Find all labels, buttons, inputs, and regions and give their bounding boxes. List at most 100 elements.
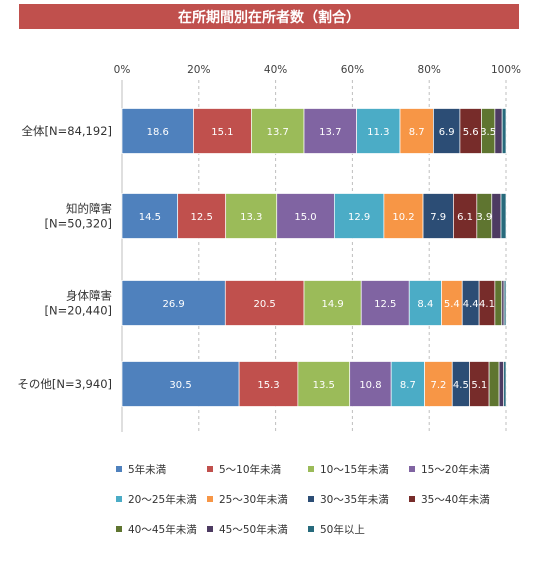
- bar-segment: [334, 193, 385, 239]
- data-label: 18.6: [147, 127, 169, 138]
- bar-segment: [383, 193, 424, 239]
- data-label: 5.1: [471, 380, 487, 391]
- legend-label: 40～45年未満: [128, 523, 197, 536]
- legend-label: 5～10年未満: [219, 463, 282, 476]
- data-label: 7.9: [430, 212, 446, 223]
- data-label: 20.5: [254, 299, 276, 310]
- legend-label: 20～25年未満: [128, 493, 197, 506]
- data-label: 11.3: [367, 127, 389, 138]
- bar-segment: [424, 361, 453, 407]
- legend-marker: [207, 496, 213, 502]
- bar-segment: [360, 280, 410, 326]
- data-label: 15.3: [257, 380, 279, 391]
- bar-segment: [303, 280, 362, 326]
- category-label: [N=20,440]: [45, 304, 112, 318]
- bar-segment: [349, 361, 392, 407]
- data-label: 12.9: [348, 212, 370, 223]
- data-label: 8.4: [417, 299, 433, 310]
- bar-segment: [356, 108, 401, 154]
- category-label: 全体[N=84,192]: [22, 124, 112, 138]
- data-label: 30.5: [169, 380, 191, 391]
- data-label: 6.1: [457, 212, 473, 223]
- bar-segment: [225, 193, 278, 239]
- data-label: 5.6: [463, 127, 479, 138]
- data-label: 5.4: [444, 299, 460, 310]
- legend-label: 15～20年未満: [421, 463, 490, 476]
- data-label: 14.5: [139, 212, 161, 223]
- category-label: 知的障害: [66, 202, 112, 216]
- data-label: 6.9: [439, 127, 455, 138]
- bar-segment: [251, 108, 305, 154]
- data-label: 13.5: [313, 380, 335, 391]
- bar-segment: [238, 361, 299, 407]
- bar-segment: [303, 108, 357, 154]
- legend-label: 50年以上: [320, 523, 365, 536]
- data-label: 8.7: [409, 127, 425, 138]
- bar-segment: [494, 280, 503, 326]
- data-label: 10.2: [392, 212, 414, 223]
- bar-segment: [498, 361, 505, 407]
- x-tick-label: 80%: [418, 64, 441, 76]
- x-tick-label: 0%: [114, 64, 131, 76]
- bar-segment: [433, 108, 461, 154]
- chart-title: 在所期間別在所者数（割合）: [19, 4, 519, 29]
- bar-segment: [408, 280, 442, 326]
- x-tick-label: 20%: [187, 64, 210, 76]
- data-label: 3.9: [476, 212, 492, 223]
- category-label: [N=50,320]: [45, 217, 112, 231]
- category-label: その他[N=3,940]: [17, 377, 112, 391]
- legend-marker: [308, 496, 314, 502]
- legend-marker: [308, 526, 314, 532]
- bar-segment: [121, 108, 194, 154]
- data-label: 4.5: [453, 380, 469, 391]
- legend-marker: [116, 526, 122, 532]
- bar-segment: [500, 193, 507, 239]
- bar-segment: [177, 193, 227, 239]
- bar-segment: [503, 361, 507, 407]
- category-label: 身体障害: [66, 289, 112, 303]
- legend-label: 30～35年未満: [320, 493, 389, 506]
- legend-label: 35～40年未満: [421, 493, 490, 506]
- data-label: 13.7: [319, 127, 341, 138]
- x-tick-label: 40%: [264, 64, 287, 76]
- bar-segment: [501, 108, 507, 154]
- data-label: 13.3: [240, 212, 262, 223]
- data-label: 12.5: [374, 299, 396, 310]
- data-label: 7.2: [430, 380, 446, 391]
- legend-label: 10～15年未満: [320, 463, 389, 476]
- x-tick-label: 100%: [491, 64, 521, 76]
- legend-marker: [116, 466, 122, 472]
- legend-marker: [409, 466, 415, 472]
- data-label: 4.1: [479, 299, 495, 310]
- legend-label: 45～50年未満: [219, 523, 288, 536]
- data-label: 3.5: [480, 127, 496, 138]
- bar-segment: [503, 280, 507, 326]
- data-label: 4.4: [463, 299, 479, 310]
- data-label: 10.8: [359, 380, 381, 391]
- legend-marker: [308, 466, 314, 472]
- bar-segment: [121, 361, 240, 407]
- data-label: 13.7: [267, 127, 289, 138]
- data-label: 26.9: [163, 299, 185, 310]
- legend-marker: [116, 496, 122, 502]
- bar-segment: [121, 193, 179, 239]
- data-label: 15.0: [294, 212, 316, 223]
- bar-segment: [494, 108, 503, 154]
- bar-segment: [488, 361, 500, 407]
- legend-label: 5年未満: [128, 463, 167, 476]
- bar-segment: [224, 280, 305, 326]
- bar-segment: [193, 108, 252, 154]
- bar-segment: [422, 193, 454, 239]
- legend-marker: [207, 466, 213, 472]
- data-label: 15.1: [211, 127, 233, 138]
- legend-marker: [409, 496, 415, 502]
- bar-segment: [390, 361, 425, 407]
- data-label: 8.7: [400, 380, 416, 391]
- legend-marker: [207, 526, 213, 532]
- bar-segment: [297, 361, 351, 407]
- legend-label: 25～30年未満: [219, 493, 288, 506]
- bar-segment: [491, 193, 502, 239]
- data-label: 14.9: [321, 299, 343, 310]
- x-tick-label: 60%: [341, 64, 364, 76]
